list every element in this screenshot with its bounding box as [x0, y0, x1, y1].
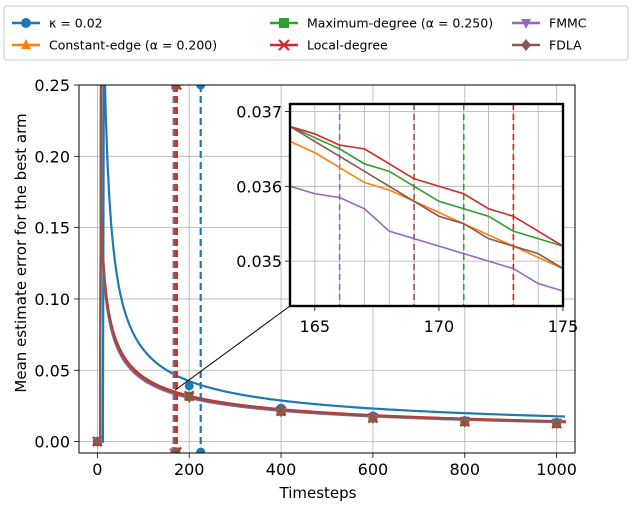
threshold-marker-bottom [170, 446, 180, 453]
inset-series-line [290, 125, 563, 247]
data-point [184, 391, 194, 403]
legend-label: Constant-edge (α = 0.200) [49, 38, 217, 53]
inset-y-tick-label: 0.036 [236, 177, 282, 196]
inset-curves [290, 104, 563, 306]
x-tick-label: 1000 [536, 460, 577, 479]
x-tick-label: 200 [174, 460, 205, 479]
threshold-marker-top [196, 85, 206, 90]
y-tick-label: 0.20 [34, 147, 70, 166]
x-tick-label: 400 [266, 460, 297, 479]
legend-label: FMMC [549, 16, 587, 31]
legend-item: FDLA [512, 38, 582, 53]
legend-label: Maximum-degree (α = 0.250) [307, 16, 493, 31]
zoom-inset: 165 170 175 0.035 0.036 0.037 [174, 102, 579, 391]
main-curves [92, 85, 566, 453]
inset-frame [288, 102, 565, 308]
legend-swatch-marker [278, 39, 290, 51]
legend-swatch-marker [521, 39, 531, 51]
zoom-connector-line [174, 305, 291, 391]
legend-label: FDLA [549, 38, 582, 53]
inset-x-tick-label: 175 [548, 317, 579, 336]
inset-x-tick-label: 165 [300, 317, 331, 336]
legend: κ = 0.02 Constant-edge (α = 0.200) Maximum… [3, 5, 629, 61]
inset-x-tick-label: 170 [424, 317, 455, 336]
threshold-marker-top [170, 85, 180, 91]
main-axes-frame [78, 84, 576, 454]
series-line [97, 85, 566, 443]
y-tick-label: 0.15 [34, 219, 70, 238]
x-tick-label: 0 [92, 460, 102, 479]
inset-background [290, 104, 563, 306]
data-point [368, 412, 378, 424]
data-point [184, 381, 194, 391]
data-point [552, 418, 562, 430]
data-point [92, 436, 102, 448]
data-point [460, 416, 470, 428]
y-tick-label: 0.00 [34, 433, 70, 452]
y-axis-label: Mean estimate error for the best arm [12, 113, 30, 392]
legend-frame [3, 5, 629, 61]
y-tick-label: 0.25 [34, 76, 70, 95]
legend-item: Maximum-degree (α = 0.250) [270, 16, 493, 31]
legend-label: κ = 0.02 [49, 16, 103, 31]
legend-item: Local-degree [270, 38, 388, 53]
threshold-marker-bottom [196, 447, 206, 453]
x-axis-label: Timesteps [279, 484, 357, 502]
legend-item: FMMC [512, 16, 587, 31]
inset-series-line [290, 185, 563, 292]
legend-label: Local-degree [307, 38, 388, 53]
inset-series-line [290, 125, 563, 247]
inset-y-tick-label: 0.037 [236, 102, 282, 121]
legend-swatch-marker [21, 39, 31, 49]
x-tick-label: 800 [450, 460, 481, 479]
y-tick-label: 0.10 [34, 290, 70, 309]
inset-y-tick-label: 0.035 [236, 252, 282, 271]
data-point [276, 406, 286, 418]
legend-item: Constant-edge (α = 0.200) [12, 38, 217, 53]
inset-series-line [290, 125, 563, 270]
x-tick-label: 600 [358, 460, 389, 479]
y-tick-label: 0.05 [34, 361, 70, 380]
legend-item: κ = 0.02 [12, 16, 103, 31]
legend-swatch-marker [279, 18, 289, 28]
legend-swatch-marker [21, 18, 31, 28]
legend-swatch-marker [521, 19, 531, 29]
